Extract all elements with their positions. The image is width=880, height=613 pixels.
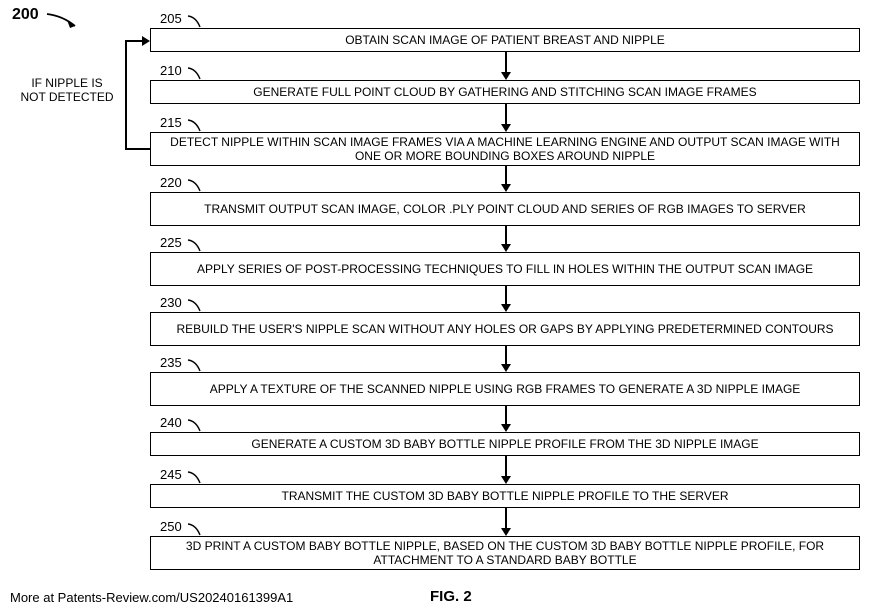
step-label-205: 205: [160, 11, 182, 26]
ref-arrow-icon: [45, 10, 85, 35]
step-label-220: 220: [160, 175, 182, 190]
flow-arrow-head-icon-240: [501, 476, 511, 484]
figure-ref-number: 200: [12, 6, 39, 24]
loop-condition-label: IF NIPPLE IS NOT DETECTED: [12, 76, 122, 105]
flow-arrow-line-230: [505, 346, 507, 364]
step-label-235: 235: [160, 355, 182, 370]
flow-arrow-head-icon-205: [501, 72, 511, 80]
step-label-210: 210: [160, 63, 182, 78]
step-label-250: 250: [160, 519, 182, 534]
flow-arrow-line-235: [505, 406, 507, 424]
step-box-235: APPLY A TEXTURE OF THE SCANNED NIPPLE US…: [150, 372, 860, 406]
flow-arrow-head-icon-245: [501, 528, 511, 536]
flow-arrow-line-225: [505, 286, 507, 304]
flow-arrow-line-210: [505, 104, 507, 124]
figure-caption: FIG. 2: [430, 588, 472, 605]
step-box-230: REBUILD THE USER'S NIPPLE SCAN WITHOUT A…: [150, 312, 860, 346]
flow-arrow-head-icon-235: [501, 424, 511, 432]
step-label-225: 225: [160, 235, 182, 250]
loop-arrow-head-icon: [142, 36, 150, 46]
step-box-210: GENERATE FULL POINT CLOUD BY GATHERING A…: [150, 80, 860, 104]
flow-arrow-head-icon-210: [501, 124, 511, 132]
loop-line1: IF NIPPLE IS: [31, 76, 102, 90]
loop-line-horizontal-bottom: [125, 148, 150, 150]
flow-arrow-line-215: [505, 166, 507, 184]
step-label-240: 240: [160, 415, 182, 430]
step-box-245: TRANSMIT THE CUSTOM 3D BABY BOTTLE NIPPL…: [150, 484, 860, 508]
loop-line-vertical: [125, 40, 127, 149]
step-label-215: 215: [160, 115, 182, 130]
loop-line2: NOT DETECTED: [20, 90, 113, 104]
step-label-230: 230: [160, 295, 182, 310]
flow-arrow-line-245: [505, 508, 507, 528]
flow-arrow-head-icon-225: [501, 304, 511, 312]
step-label-245: 245: [160, 467, 182, 482]
flow-arrow-head-icon-220: [501, 244, 511, 252]
step-box-205: OBTAIN SCAN IMAGE OF PATIENT BREAST AND …: [150, 28, 860, 52]
flow-arrow-line-240: [505, 456, 507, 476]
step-box-240: GENERATE A CUSTOM 3D BABY BOTTLE NIPPLE …: [150, 432, 860, 456]
flow-arrow-line-220: [505, 226, 507, 244]
flow-arrow-head-icon-230: [501, 364, 511, 372]
step-box-250: 3D PRINT A CUSTOM BABY BOTTLE NIPPLE, BA…: [150, 536, 860, 570]
flow-arrow-head-icon-215: [501, 184, 511, 192]
step-box-225: APPLY SERIES OF POST-PROCESSING TECHNIQU…: [150, 252, 860, 286]
step-box-215: DETECT NIPPLE WITHIN SCAN IMAGE FRAMES V…: [150, 132, 860, 166]
step-box-220: TRANSMIT OUTPUT SCAN IMAGE, COLOR .PLY P…: [150, 192, 860, 226]
loop-line-horizontal-top: [125, 40, 143, 42]
flow-arrow-line-205: [505, 52, 507, 72]
footer-source: More at Patents-Review.com/US20240161399…: [10, 590, 293, 605]
